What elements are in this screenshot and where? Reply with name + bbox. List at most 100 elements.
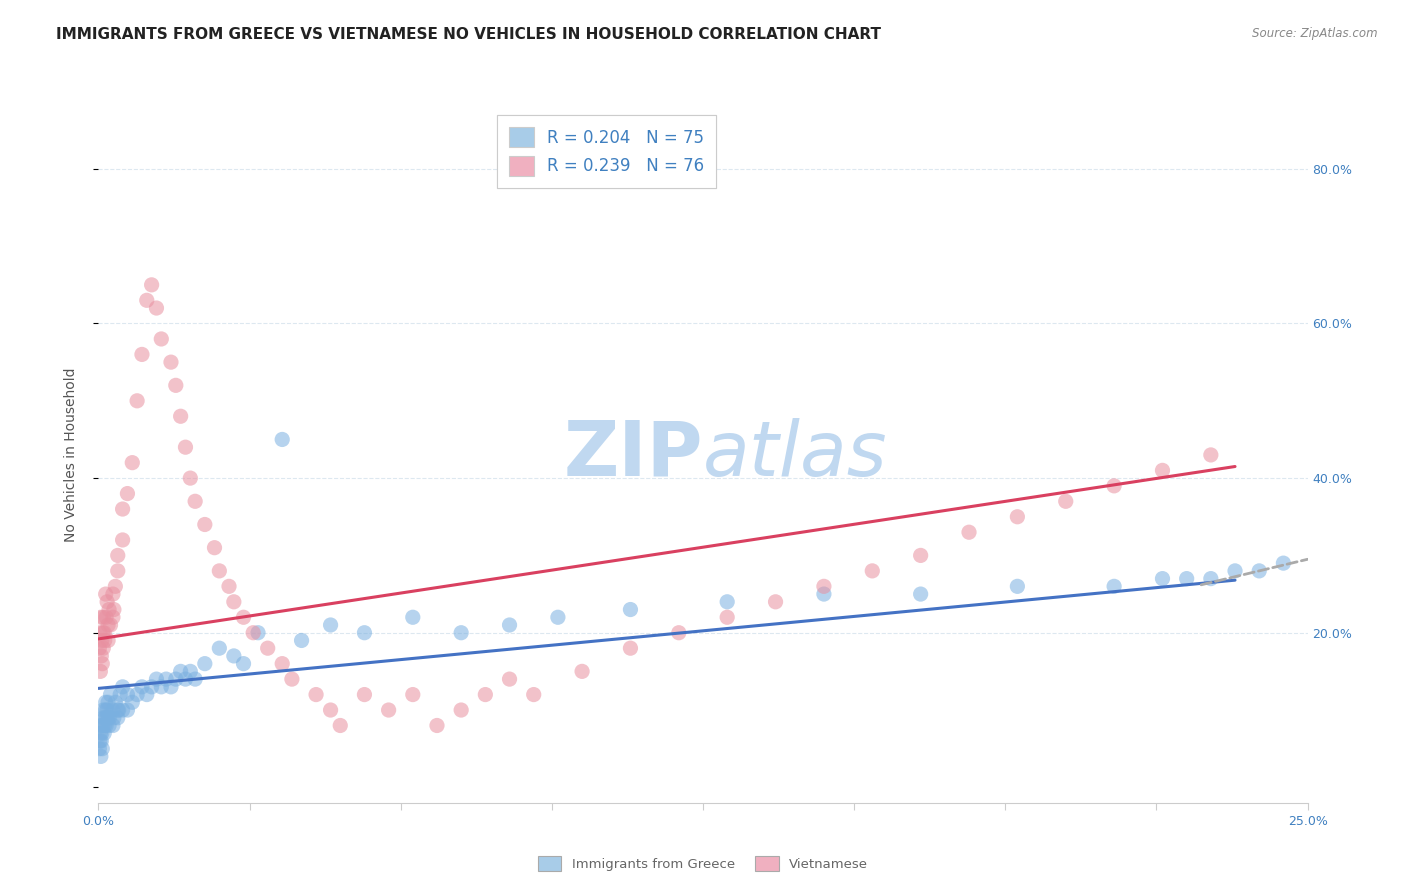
Point <box>93 633 115 648</box>
Point <box>111 533 134 547</box>
Point <box>353 688 375 702</box>
Point <box>194 517 217 532</box>
Point <box>1007 509 1029 524</box>
Point <box>242 625 264 640</box>
Point <box>96 595 118 609</box>
Point <box>135 293 157 308</box>
Point <box>89 741 111 756</box>
Text: Source: ZipAtlas.com: Source: ZipAtlas.com <box>1253 27 1378 40</box>
Point <box>402 688 425 702</box>
Point <box>97 633 120 648</box>
Point <box>101 718 124 732</box>
Point <box>498 672 520 686</box>
Point <box>1152 463 1174 477</box>
Point <box>765 595 787 609</box>
Point <box>1102 579 1125 593</box>
Point <box>319 618 342 632</box>
Point <box>90 610 112 624</box>
Point <box>89 625 111 640</box>
Point <box>91 610 114 624</box>
Point <box>160 680 183 694</box>
Point <box>150 680 173 694</box>
Point <box>547 610 569 624</box>
Point <box>141 277 163 292</box>
Text: IMMIGRANTS FROM GREECE VS VIETNAMESE NO VEHICLES IN HOUSEHOLD CORRELATION CHART: IMMIGRANTS FROM GREECE VS VIETNAMESE NO … <box>56 27 882 42</box>
Point <box>1199 448 1222 462</box>
Point <box>131 680 153 694</box>
Point <box>813 587 835 601</box>
Point <box>150 332 173 346</box>
Point <box>97 711 120 725</box>
Point <box>169 665 191 679</box>
Point <box>89 665 111 679</box>
Point <box>93 726 115 740</box>
Point <box>1054 494 1077 508</box>
Point <box>141 680 163 694</box>
Point <box>90 648 112 663</box>
Point <box>98 718 121 732</box>
Point <box>91 718 114 732</box>
Point <box>222 595 245 609</box>
Point <box>93 718 115 732</box>
Point <box>107 549 129 563</box>
Point <box>107 564 129 578</box>
Point <box>107 703 129 717</box>
Point <box>353 625 375 640</box>
Point <box>571 665 593 679</box>
Point <box>218 579 240 593</box>
Point <box>474 688 496 702</box>
Point <box>155 672 177 686</box>
Point <box>111 502 134 516</box>
Point <box>450 703 472 717</box>
Point <box>131 347 153 361</box>
Point <box>716 595 738 609</box>
Point <box>135 688 157 702</box>
Point <box>1152 572 1174 586</box>
Point <box>89 726 111 740</box>
Point <box>117 688 139 702</box>
Point <box>377 703 399 717</box>
Point <box>98 711 121 725</box>
Point <box>96 711 118 725</box>
Point <box>145 672 167 686</box>
Point <box>1175 572 1198 586</box>
Point <box>1272 556 1295 570</box>
Point <box>97 618 120 632</box>
Point <box>184 672 207 686</box>
Point <box>90 726 112 740</box>
Point <box>716 610 738 624</box>
Point <box>281 672 304 686</box>
Text: ZIP: ZIP <box>564 418 703 491</box>
Point <box>90 734 112 748</box>
Point <box>194 657 217 671</box>
Point <box>91 657 114 671</box>
Point <box>1199 572 1222 586</box>
Point <box>89 734 111 748</box>
Point <box>96 718 118 732</box>
Point <box>169 409 191 424</box>
Point <box>98 602 121 616</box>
Point <box>174 440 197 454</box>
Point <box>111 703 134 717</box>
Legend: Immigrants from Greece, Vietnamese: Immigrants from Greece, Vietnamese <box>533 851 873 877</box>
Point <box>232 657 254 671</box>
Point <box>1223 564 1246 578</box>
Point <box>90 749 112 764</box>
Legend: R = 0.204   N = 75, R = 0.239   N = 76: R = 0.204 N = 75, R = 0.239 N = 76 <box>496 115 716 187</box>
Point <box>91 741 114 756</box>
Point <box>103 602 125 616</box>
Point <box>184 494 207 508</box>
Point <box>208 641 231 656</box>
Point <box>179 471 201 485</box>
Point <box>94 695 117 709</box>
Point <box>93 625 115 640</box>
Point <box>305 688 328 702</box>
Point <box>111 680 134 694</box>
Point <box>319 703 342 717</box>
Point <box>100 618 122 632</box>
Point <box>619 602 641 616</box>
Point <box>290 633 312 648</box>
Point <box>523 688 546 702</box>
Point <box>104 695 127 709</box>
Point <box>910 549 932 563</box>
